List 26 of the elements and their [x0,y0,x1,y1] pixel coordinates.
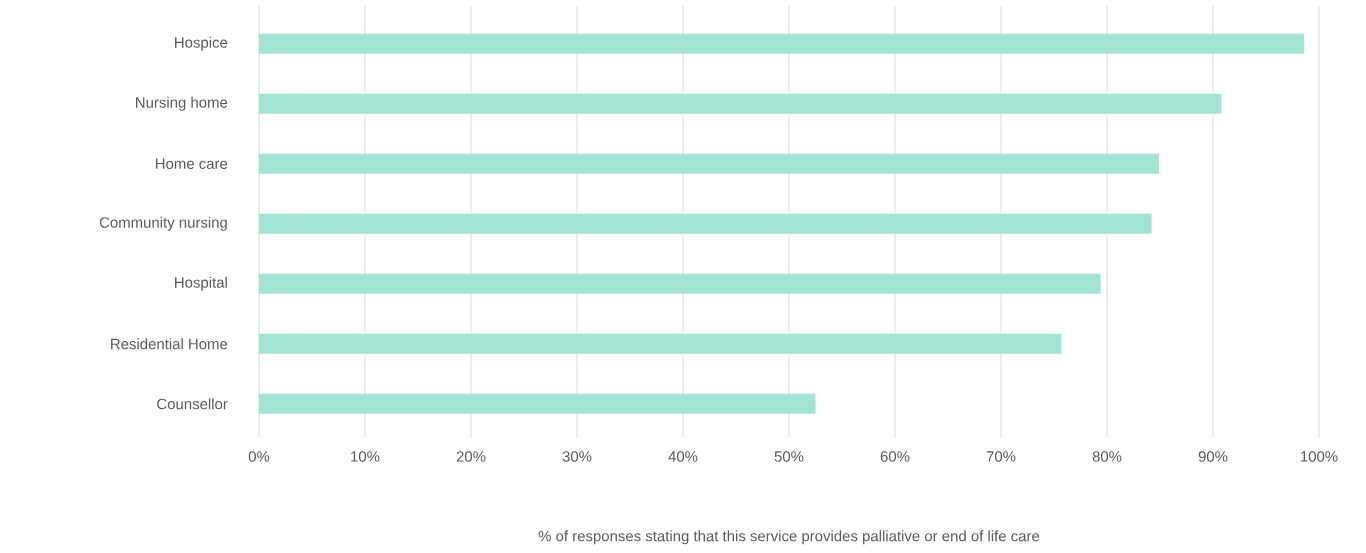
y-tick-label: Counsellor [157,398,228,410]
y-tick-label: Community nursing [99,216,227,231]
y-tick-label: Residential Home [111,338,228,350]
x-tick-label: 70% [986,451,1016,462]
x-tick-label: 80% [1092,451,1122,462]
x-tick-label: 50% [774,451,804,462]
y-tick-label: Home care [155,158,228,169]
x-axis-title: % of responses stating that this service provides palliative or end of life care [538,530,1040,545]
y-tick-label: Hospice [175,36,228,51]
y-tick-label: Nursing home [136,96,228,111]
x-tick-label: 40% [668,451,698,462]
y-tick-label: Hospital [175,276,227,291]
x-tick-label: 0% [248,451,270,462]
bar [259,393,816,414]
bar [259,273,1101,294]
bar [259,33,1305,54]
x-tick-label: 90% [1198,451,1228,462]
x-tick-label: 20% [456,451,486,462]
x-tick-label: 30% [562,451,592,462]
bar [259,93,1222,114]
bar [259,213,1152,234]
bar [259,333,1062,354]
x-tick-label: 10% [351,451,380,462]
bar [259,153,1159,174]
x-tick-label: 100% [1301,451,1338,462]
x-tick-label: 60% [880,451,910,462]
